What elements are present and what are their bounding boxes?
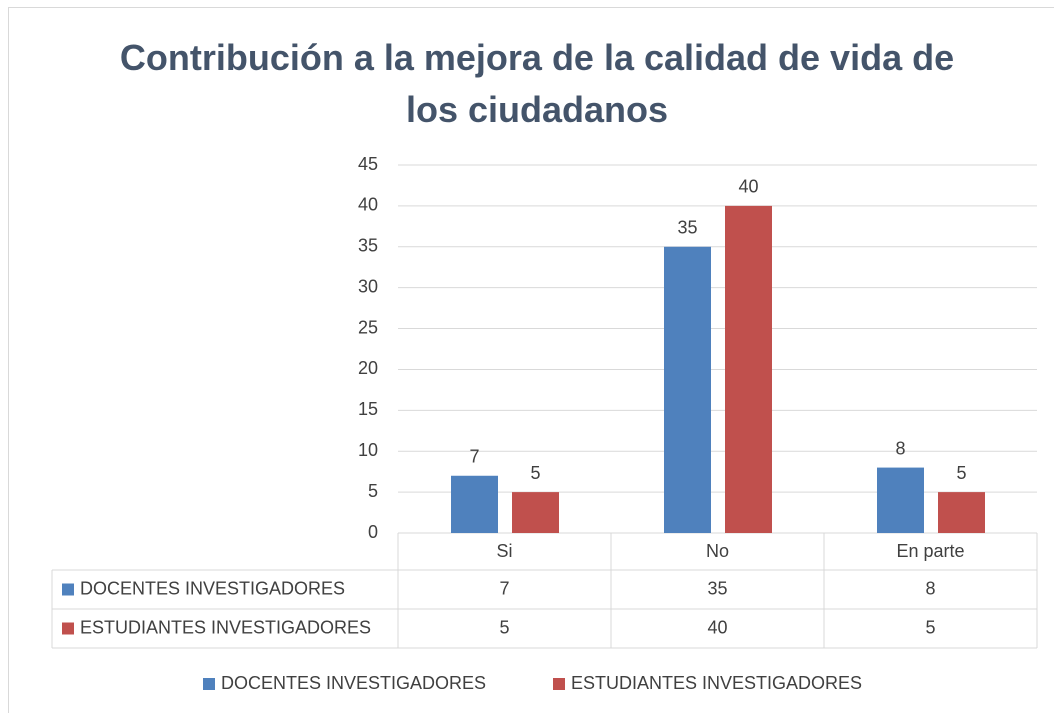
y-tick-label: 30 bbox=[358, 276, 378, 296]
x-tick-label: No bbox=[706, 541, 729, 561]
table-row-label: ESTUDIANTES INVESTIGADORES bbox=[80, 617, 371, 637]
table-legend-key bbox=[62, 583, 74, 596]
data-label: 40 bbox=[738, 177, 758, 197]
table-row-label: DOCENTES INVESTIGADORES bbox=[80, 578, 345, 598]
data-label: 7 bbox=[469, 447, 479, 467]
y-tick-label: 15 bbox=[358, 399, 378, 419]
bar bbox=[725, 205, 772, 533]
y-tick-label: 45 bbox=[358, 154, 378, 174]
y-tick-label: 0 bbox=[368, 522, 378, 542]
table-cell: 5 bbox=[925, 617, 935, 637]
table-cell: 7 bbox=[499, 578, 509, 598]
y-tick-label: 20 bbox=[358, 358, 378, 378]
y-tick-label: 10 bbox=[358, 440, 378, 460]
legend-label: ESTUDIANTES INVESTIGADORES bbox=[571, 673, 862, 693]
data-label: 5 bbox=[956, 463, 966, 483]
table-cell: 35 bbox=[707, 578, 727, 598]
x-tick-label: Si bbox=[496, 541, 512, 561]
table-cell: 8 bbox=[925, 578, 935, 598]
bar bbox=[877, 467, 924, 533]
bar bbox=[664, 246, 711, 533]
bar bbox=[938, 492, 985, 533]
y-tick-label: 25 bbox=[358, 317, 378, 337]
bar bbox=[512, 492, 559, 533]
y-tick-label: 35 bbox=[358, 236, 378, 256]
bar bbox=[451, 475, 498, 533]
data-label: 8 bbox=[895, 438, 905, 458]
table-legend-key bbox=[62, 622, 74, 635]
legend-key bbox=[203, 678, 215, 690]
table-cell: 5 bbox=[499, 617, 509, 637]
y-tick-label: 5 bbox=[368, 481, 378, 501]
x-tick-label: En parte bbox=[896, 541, 964, 561]
y-tick-label: 40 bbox=[358, 195, 378, 215]
data-label: 35 bbox=[677, 218, 697, 238]
data-label: 5 bbox=[530, 463, 540, 483]
chart-border bbox=[8, 7, 1054, 713]
legend-label: DOCENTES INVESTIGADORES bbox=[221, 673, 486, 693]
legend-key bbox=[553, 678, 565, 690]
table-cell: 40 bbox=[707, 617, 727, 637]
chart-title: Contribución a la mejora de la calidad d… bbox=[119, 37, 955, 130]
